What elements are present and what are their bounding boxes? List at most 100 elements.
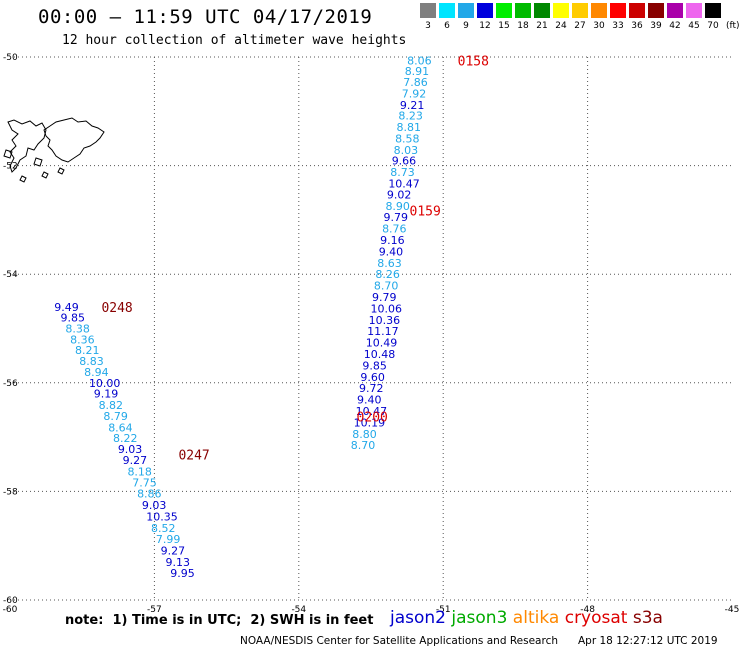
island-1 xyxy=(3,149,13,159)
legend-swatch-30 xyxy=(591,3,607,18)
legend-label-18: 18 xyxy=(517,21,529,31)
wave-height-label: 9.02 xyxy=(387,188,412,201)
wave-height-label: 8.86 xyxy=(137,488,162,501)
satellite-jason2: jason2 xyxy=(390,608,446,628)
wave-height-label: 8.83 xyxy=(79,355,104,368)
page-subtitle: 12 hour collection of altimeter wave hei… xyxy=(62,33,407,48)
legend-swatch-45 xyxy=(686,3,702,18)
track-west: 9.499.858.388.368.218.838.9410.009.198.8… xyxy=(54,301,209,580)
satellite-s3a: s3a xyxy=(627,608,663,628)
satellite-jason3: jason3 xyxy=(446,608,508,628)
credit-text: NOAA/NESDIS Center for Satellite Applica… xyxy=(240,635,558,647)
island-4 xyxy=(19,175,27,183)
legend-label-21: 21 xyxy=(536,21,548,31)
legend-swatch-36 xyxy=(629,3,645,18)
legend-label-45: 45 xyxy=(688,21,700,31)
altimeter-tracks: 8.068.917.867.929.218.238.818.588.039.66… xyxy=(54,54,489,580)
legend-swatch-70 xyxy=(705,3,721,18)
wave-height-label: 8.76 xyxy=(382,223,407,236)
legend-swatch-27 xyxy=(572,3,588,18)
wave-height-label: 9.85 xyxy=(61,312,86,325)
legend-label-39: 39 xyxy=(650,21,662,31)
wave-height-label: 9.19 xyxy=(94,388,119,401)
legend-swatch-42 xyxy=(667,3,683,18)
wave-height-label: 8.70 xyxy=(374,280,399,293)
wave-height-label: 8.73 xyxy=(390,166,415,179)
legend-swatch-3 xyxy=(420,3,436,18)
wave-height-label: 8.18 xyxy=(127,465,152,478)
legend-swatch-21 xyxy=(534,3,550,18)
satellite-cryosat: cryosat xyxy=(559,608,628,628)
map-grid: -60 -57 -54 -51 -48 -45-50-52-54-56-58-60 xyxy=(3,53,740,615)
wave-height-label: 9.85 xyxy=(362,359,387,372)
lon-tick-label: -48 xyxy=(580,605,595,615)
wave-height-label: 8.82 xyxy=(99,399,124,412)
wave-height-label: 9.03 xyxy=(118,443,143,456)
wave-height-label: 8.21 xyxy=(75,344,100,357)
wave-height-label: 7.75 xyxy=(132,477,157,490)
lon-tick-label: -54 xyxy=(291,605,306,615)
wave-height-label: 10.06 xyxy=(371,302,403,315)
wave-height-label: 7.99 xyxy=(156,533,181,546)
wave-height-label: 9.03 xyxy=(142,499,167,512)
wave-height-label: 9.79 xyxy=(372,291,397,304)
wave-height-label: 8.81 xyxy=(397,121,422,134)
legend-swatch-39 xyxy=(648,3,664,18)
wave-height-label: 8.58 xyxy=(395,132,420,145)
wave-height-label: 8.94 xyxy=(84,366,109,379)
legend-label-3: 3 xyxy=(425,21,431,31)
east-falkland-outline xyxy=(43,117,105,163)
wave-height-label: 10.19 xyxy=(354,416,386,429)
wave-height-label: 9.21 xyxy=(400,99,425,112)
note-text: note: 1) Time is in UTC; 2) SWH is in fe… xyxy=(65,613,374,628)
wave-height-label: 10.48 xyxy=(364,348,396,361)
wave-height-label: 9.79 xyxy=(384,211,409,224)
lat-tick-label: -50 xyxy=(3,53,18,63)
legend-label-70: 70 xyxy=(707,21,719,31)
legend-swatch-24 xyxy=(553,3,569,18)
wave-height-label: 8.79 xyxy=(103,410,128,423)
wave-height-label: 7.92 xyxy=(402,87,427,100)
wave-height-label: 9.49 xyxy=(54,301,79,314)
lat-tick-label: -60 xyxy=(3,596,18,606)
wave-height-label: 8.63 xyxy=(377,257,402,270)
wave-height-label: 7.86 xyxy=(403,76,428,89)
satellite-altika: altika xyxy=(507,608,560,628)
wave-height-label: 11.17 xyxy=(367,325,399,338)
falkland-islands-coastline xyxy=(3,117,105,183)
legend-label-36: 36 xyxy=(631,21,643,31)
wave-height-label: 8.90 xyxy=(385,200,410,213)
lon-tick-label: -60 xyxy=(3,605,18,615)
legend-label-9: 9 xyxy=(463,21,469,31)
wave-height-label: 8.38 xyxy=(65,323,90,336)
wave-height-label: 8.70 xyxy=(351,439,376,452)
wave-height-label: 9.72 xyxy=(359,382,384,395)
wave-height-label: 8.52 xyxy=(151,522,176,535)
wave-height-label: 9.66 xyxy=(392,155,417,168)
track-east: 8.068.917.867.929.218.238.818.588.039.66… xyxy=(351,54,489,452)
pass-time-label: 0158 xyxy=(458,54,489,69)
wave-height-label: 10.35 xyxy=(146,510,178,523)
lon-tick-label: -45 xyxy=(725,605,740,615)
pass-time-label: 0247 xyxy=(178,448,209,463)
legend-label-42: 42 xyxy=(669,21,681,31)
legend-swatch-12 xyxy=(477,3,493,18)
lat-tick-label: -58 xyxy=(3,487,18,497)
legend-label-6: 6 xyxy=(444,21,450,31)
legend-unit: (ft) xyxy=(726,21,740,31)
wave-height-label: 9.16 xyxy=(380,234,405,247)
pass-time-label: 0200 xyxy=(357,410,388,425)
lat-tick-label: -54 xyxy=(3,270,18,280)
lon-tick-label: -51 xyxy=(436,605,451,615)
legend-label-24: 24 xyxy=(555,21,567,31)
page-title: 00:00 – 11:59 UTC 04/17/2019 xyxy=(38,6,373,28)
wave-height-label: 8.22 xyxy=(113,432,138,445)
wave-height-label: 9.27 xyxy=(123,454,148,467)
wave-height-label: 9.60 xyxy=(360,371,385,384)
legend-label-27: 27 xyxy=(574,21,586,31)
island-5 xyxy=(57,167,65,175)
wave-height-label: 8.06 xyxy=(407,54,432,67)
wave-height-label: 9.27 xyxy=(161,545,186,558)
island-3 xyxy=(41,171,49,179)
